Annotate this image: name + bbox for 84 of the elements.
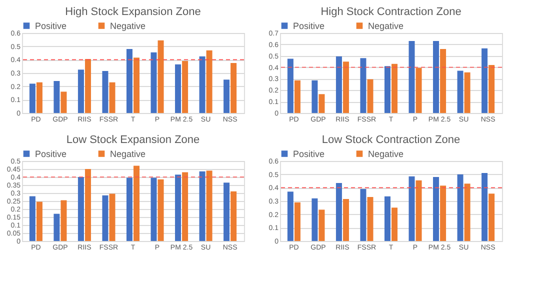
bar — [182, 172, 188, 241]
bar — [175, 174, 182, 241]
bar — [342, 199, 349, 241]
bar — [29, 84, 36, 113]
bar — [230, 191, 237, 241]
bar — [199, 56, 206, 113]
bar — [158, 40, 164, 113]
bar — [360, 189, 366, 241]
bar — [392, 208, 398, 241]
bar — [342, 62, 349, 113]
bar — [367, 79, 374, 113]
bar — [158, 179, 164, 241]
bar — [84, 169, 91, 241]
bar — [464, 72, 470, 113]
bar — [230, 63, 237, 113]
bar — [102, 71, 108, 113]
bar — [54, 214, 60, 241]
bar — [224, 80, 230, 113]
bar — [367, 197, 374, 241]
legend-label: Negative — [368, 148, 404, 159]
bar — [440, 186, 446, 241]
bar — [109, 82, 116, 113]
bar — [224, 182, 230, 241]
bar — [36, 202, 42, 241]
bar — [78, 70, 84, 113]
chart-title: Low Stock Contraction Zone — [322, 134, 460, 146]
bar — [109, 194, 116, 241]
bar — [54, 81, 60, 113]
bar — [457, 70, 464, 113]
bar — [84, 59, 91, 113]
chart-title: High Stock Contraction Zone — [320, 6, 462, 18]
bar — [482, 48, 488, 113]
bar — [29, 196, 36, 241]
bar — [287, 58, 294, 113]
bar — [416, 180, 422, 241]
bar — [440, 49, 446, 113]
bar — [408, 176, 415, 241]
bar — [175, 64, 182, 113]
legend-label: Positive — [293, 20, 325, 31]
bar — [408, 41, 415, 113]
bar — [199, 171, 206, 241]
bar — [206, 170, 212, 241]
bar — [392, 64, 398, 113]
bar — [433, 177, 440, 241]
bar — [78, 177, 84, 241]
legend-label: Negative — [110, 20, 146, 31]
bar — [60, 200, 67, 241]
bar — [488, 194, 495, 241]
legend-label: Positive — [35, 20, 67, 31]
bar — [336, 183, 342, 241]
bar — [102, 195, 108, 241]
bar — [134, 166, 140, 241]
legend-label: Negative — [368, 20, 404, 31]
bar — [206, 50, 212, 113]
legend-label: Positive — [35, 148, 67, 159]
bar — [433, 41, 440, 113]
bar — [482, 173, 488, 241]
bar — [134, 58, 140, 113]
legend-label: Negative — [110, 148, 146, 159]
bar — [360, 58, 366, 113]
bar — [312, 198, 318, 241]
bar — [182, 61, 188, 113]
bar — [126, 178, 132, 241]
bar — [318, 94, 325, 113]
bar — [488, 65, 495, 113]
chart-title: High Stock Expansion Zone — [65, 6, 201, 18]
bar — [416, 68, 422, 113]
bar — [384, 66, 390, 113]
bar — [464, 184, 470, 241]
bar — [318, 210, 325, 241]
bar — [126, 49, 132, 113]
bar — [36, 82, 42, 113]
bar — [150, 52, 157, 113]
bar — [150, 178, 157, 241]
bar — [294, 80, 300, 113]
bar — [457, 174, 464, 241]
bar — [287, 192, 294, 241]
legend-label: Positive — [293, 148, 325, 159]
bar — [336, 56, 342, 113]
bar — [384, 196, 390, 241]
bar — [312, 80, 318, 113]
chart-title: Low Stock Expansion Zone — [66, 134, 200, 146]
bar — [294, 202, 300, 241]
bar — [60, 92, 67, 113]
